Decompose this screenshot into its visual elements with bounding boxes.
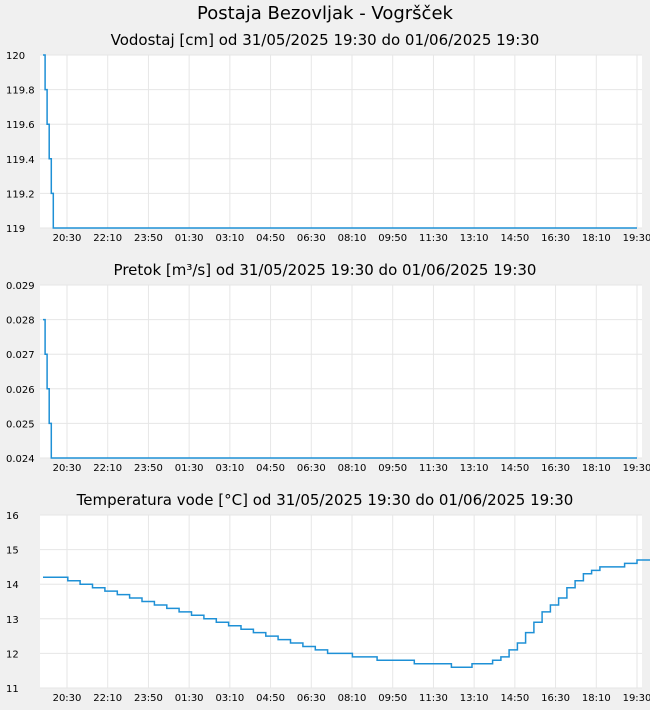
y-tick-label: 13 — [6, 615, 19, 626]
x-tick-label: 14:50 — [500, 463, 529, 474]
x-tick-label: 20:30 — [53, 233, 82, 244]
x-tick-label: 01:30 — [175, 463, 204, 474]
series-line — [43, 559, 650, 668]
chart-title: Pretok [m³/s] od 31/05/2025 19:30 do 01/… — [114, 261, 537, 279]
x-tick-label: 14:50 — [500, 233, 529, 244]
x-tick-label: 03:10 — [215, 693, 244, 704]
x-tick-label: 13:10 — [460, 693, 489, 704]
series-line — [43, 318, 637, 459]
y-tick-label: 119.2 — [6, 189, 35, 200]
x-tick-label: 11:30 — [419, 463, 448, 474]
y-tick-label: 0.025 — [6, 419, 35, 430]
x-tick-label: 18:10 — [582, 233, 611, 244]
y-tick-label: 14 — [6, 580, 19, 591]
y-tick-label: 0.029 — [6, 281, 35, 292]
y-tick-label: 16 — [6, 511, 19, 522]
x-tick-label: 23:50 — [134, 463, 163, 474]
x-tick-label: 20:30 — [53, 693, 82, 704]
x-tick-label: 16:30 — [541, 233, 570, 244]
x-tick-label: 06:30 — [297, 463, 326, 474]
x-tick-label: 08:10 — [338, 693, 367, 704]
x-tick-label: 22:10 — [93, 693, 122, 704]
y-tick-label: 12 — [6, 649, 19, 660]
x-tick-label: 03:10 — [215, 233, 244, 244]
x-tick-label: 22:10 — [93, 463, 122, 474]
y-tick-label: 120 — [6, 51, 25, 62]
y-tick-label: 119.8 — [6, 86, 35, 97]
x-tick-label: 09:50 — [378, 693, 407, 704]
page-title: Postaja Bezovljak - Vogršček — [197, 3, 453, 24]
y-tick-label: 119.6 — [6, 120, 35, 131]
x-tick-label: 19:30 — [623, 233, 650, 244]
x-tick-label: 04:50 — [256, 233, 285, 244]
chart-2: Pretok [m³/s] od 31/05/2025 19:30 do 01/… — [6, 261, 650, 474]
x-tick-label: 06:30 — [297, 233, 326, 244]
x-tick-label: 01:30 — [175, 693, 204, 704]
x-tick-label: 23:50 — [134, 233, 163, 244]
x-tick-label: 19:30 — [623, 463, 650, 474]
x-tick-label: 16:30 — [541, 463, 570, 474]
x-tick-label: 20:30 — [53, 463, 82, 474]
x-tick-label: 18:10 — [582, 463, 611, 474]
y-tick-label: 0.028 — [6, 316, 35, 327]
x-tick-label: 09:50 — [378, 233, 407, 244]
x-tick-label: 04:50 — [256, 693, 285, 704]
chart-title: Temperatura vode [°C] od 31/05/2025 19:3… — [76, 491, 574, 509]
y-tick-label: 11 — [6, 684, 19, 695]
y-tick-label: 15 — [6, 546, 19, 557]
x-tick-label: 13:10 — [460, 233, 489, 244]
chart-title: Vodostaj [cm] od 31/05/2025 19:30 do 01/… — [111, 31, 540, 49]
x-tick-label: 06:30 — [297, 693, 326, 704]
y-tick-label: 119 — [6, 224, 25, 235]
x-tick-label: 11:30 — [419, 693, 448, 704]
plot-area — [40, 515, 642, 688]
chart-3: Temperatura vode [°C] od 31/05/2025 19:3… — [6, 491, 650, 704]
x-tick-label: 16:30 — [541, 693, 570, 704]
x-tick-label: 19:30 — [623, 693, 650, 704]
series-line — [43, 54, 637, 229]
plot-area — [40, 285, 642, 458]
plot-area — [40, 55, 642, 228]
x-tick-label: 08:10 — [338, 463, 367, 474]
x-tick-label: 08:10 — [338, 233, 367, 244]
x-tick-label: 13:10 — [460, 463, 489, 474]
y-tick-label: 0.024 — [6, 454, 35, 465]
y-tick-label: 0.027 — [6, 350, 35, 361]
x-tick-label: 11:30 — [419, 233, 448, 244]
chart-1: Vodostaj [cm] od 31/05/2025 19:30 do 01/… — [6, 31, 650, 244]
x-tick-label: 03:10 — [215, 463, 244, 474]
x-tick-label: 09:50 — [378, 463, 407, 474]
x-tick-label: 04:50 — [256, 463, 285, 474]
y-tick-label: 119.4 — [6, 155, 35, 166]
x-tick-label: 18:10 — [582, 693, 611, 704]
x-tick-label: 14:50 — [500, 693, 529, 704]
y-tick-label: 0.026 — [6, 385, 35, 396]
x-tick-label: 23:50 — [134, 693, 163, 704]
x-tick-label: 22:10 — [93, 233, 122, 244]
x-tick-label: 01:30 — [175, 233, 204, 244]
